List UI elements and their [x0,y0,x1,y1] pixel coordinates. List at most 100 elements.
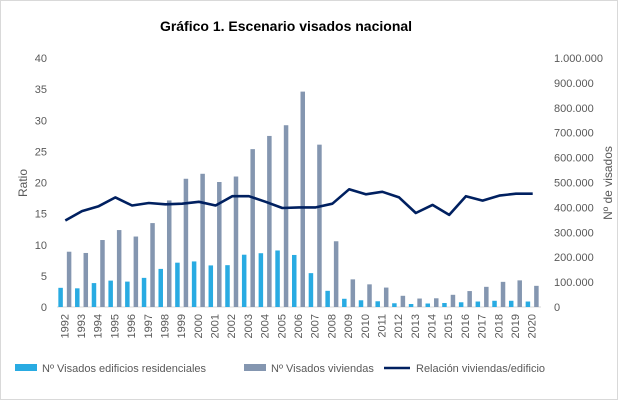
bar-visados-viviendas [116,230,122,307]
y-left-tick-label: 30 [35,115,47,127]
x-tick-label: 1999 [176,314,188,338]
bar-visados-viviendas [467,291,472,307]
bar-visados-viviendas [133,236,139,307]
x-tick-label: 2003 [243,314,255,338]
y-right-tick-label: 300.000 [554,227,594,239]
y-left-tick-label: 20 [35,178,47,190]
x-tick-label: 2007 [310,314,322,338]
x-tick-label: 2019 [510,314,522,338]
bar-edificios-residenciales [458,302,464,307]
bar-edificios-residenciales [141,277,147,307]
bar-visados-viviendas [66,251,72,307]
bar-edificios-residenciales [75,288,80,307]
bar-visados-viviendas [233,176,239,307]
x-tick-label: 2010 [360,314,372,338]
bar-edificios-residenciales [191,261,197,307]
bar-visados-viviendas [100,240,105,307]
bar-edificios-residenciales [175,262,180,307]
plot-area: 0 5 10 15 20 25 30 35 40 0 100.000 200.000 300.000 40… [35,53,603,338]
bar-visados-viviendas [150,223,155,307]
bar-edificios-residenciales [442,303,447,307]
bar-edificios-residenciales [58,287,63,307]
x-tick-label: 1994 [93,314,105,338]
x-tick-label: 1993 [76,314,88,338]
y-left-tick-label: 40 [35,53,47,65]
bar-visados-viviendas [417,298,422,307]
bar-visados-viviendas [200,173,205,307]
y-right-tick-label: 700.000 [554,128,594,140]
bar-visados-viviendas [83,252,89,307]
bar-visados-viviendas [434,298,439,307]
x-tick-label: 2015 [443,314,455,338]
bar-edificios-residenciales [392,303,397,307]
y-right-tick-label: 600.000 [554,153,594,165]
y-left-tick-label: 5 [41,271,47,283]
x-tick-label: 2000 [193,314,205,338]
bar-visados-viviendas [500,281,506,307]
x-tick-label: 2005 [276,314,288,338]
y-right-tick-label: 100.000 [554,277,594,289]
bar-visados-viviendas [317,144,322,307]
bar-edificios-residenciales [358,300,364,307]
bar-visados-viviendas [484,286,489,307]
bar-visados-viviendas [166,200,172,307]
bar-visados-viviendas [300,91,305,308]
bar-edificios-residenciales [208,265,214,307]
bar-visados-viviendas [400,295,406,307]
x-tick-label: 2006 [293,314,305,338]
x-tick-label: 1996 [126,314,138,338]
y-right-axis-label: Nº de visados [601,146,615,220]
bar-edificios-residenciales [108,280,113,307]
bar-edificios-residenciales [375,301,380,307]
y-left-tick-label: 10 [35,240,47,252]
x-tick-label: 2012 [393,314,405,338]
bar-visados-viviendas [450,294,456,307]
x-tick-label: 2018 [493,314,505,338]
bar-edificios-residenciales [158,268,163,307]
bar-edificios-residenciales [342,298,347,307]
bar-edificios-residenciales [241,254,247,307]
line-relacion-viviendas-edificio [64,188,533,222]
y-right-tick-label: 900.000 [554,78,594,90]
bar-visados-viviendas [367,284,372,307]
bar-edificios-residenciales [275,250,280,307]
y-right-tick-label: 1.000.000 [554,53,603,65]
bar-edificios-residenciales [492,300,497,307]
x-tick-label: 1992 [59,314,71,338]
y-right-tick-label: 200.000 [554,252,594,264]
bar-edificios-residenciales [308,273,314,307]
y-right-tick-label: 0 [554,302,560,314]
legend-swatch [15,364,37,371]
legend: Nº Visados edificios residenciales Nº Vis… [15,363,545,375]
y-left-tick-label: 15 [35,209,47,221]
bar-visados-viviendas [183,178,189,307]
chart-title: Gráfico 1. Escenario visados nacional [160,18,412,34]
x-tick-label: 1998 [159,314,171,338]
x-tick-label: 2001 [210,314,222,338]
y-left-tick-label: 0 [41,302,47,314]
x-tick-label: 2004 [260,314,272,338]
x-tick-label: 2011 [376,314,388,338]
bar-edificios-residenciales [475,301,481,307]
bar-visados-viviendas [383,287,389,307]
bar-edificios-residenciales [508,300,514,307]
legend-label: Nº Visados viviendas [271,363,374,375]
bar-edificios-residenciales [258,253,264,307]
bar-visados-viviendas [283,125,289,307]
legend-label: Relación viviendas/edificio [416,363,545,375]
x-tick-label: 2002 [226,314,238,338]
x-tick-label: 1997 [143,314,155,338]
bar-edificios-residenciales [525,301,531,307]
bar-visados-viviendas [333,241,339,307]
y-left-tick-label: 35 [35,84,47,96]
legend-label: Nº Visados edificios residenciales [42,363,207,375]
bar-edificios-residenciales [425,303,431,307]
bar-visados-viviendas [217,182,222,307]
x-tick-label: 2014 [427,314,439,338]
legend-swatch [244,364,266,371]
x-tick-label: 2016 [460,314,472,338]
bar-edificios-residenciales [292,254,297,307]
bar-edificios-residenciales [225,265,230,307]
